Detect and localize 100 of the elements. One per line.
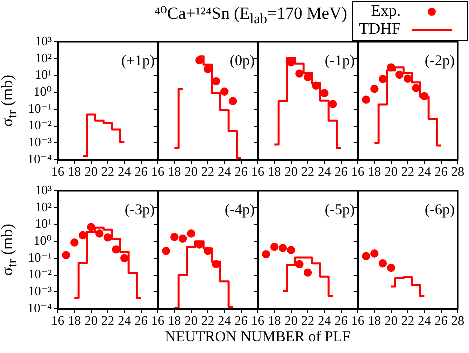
point [362, 252, 370, 261]
x-tick-label: 18 [68, 313, 82, 328]
y-tick-label: 10³ [35, 182, 52, 198]
point [404, 74, 412, 83]
y-tick-label: 10⁻¹ [28, 250, 52, 265]
annotation: (-3p) [125, 202, 155, 218]
x-tick-label: 20 [284, 313, 298, 328]
legend-label: Exp. [370, 3, 401, 21]
y-tick-label: 10⁻⁴ [28, 151, 52, 166]
point [196, 56, 204, 65]
legend-label: TDHF [358, 21, 401, 39]
x-tick-label: 20 [184, 164, 198, 180]
point [112, 246, 120, 254]
annotation: (-6p) [425, 202, 455, 218]
y-tick-label: 10³ [35, 33, 52, 48]
x-tick-label: 18 [368, 313, 382, 328]
x-tick-label: 26 [234, 164, 248, 180]
x-tick-label: 16 [52, 313, 65, 328]
annotation: (+1p) [122, 53, 155, 70]
x-tick-label: 18 [68, 164, 82, 180]
point [228, 97, 238, 106]
x-tick-label: 20 [284, 164, 298, 180]
point [328, 100, 338, 108]
y-tick-label: 10⁰ [34, 84, 52, 99]
point [187, 230, 196, 238]
x-tick-label: 22 [202, 164, 214, 180]
point [120, 254, 129, 263]
x-tick-label: 24 [418, 313, 432, 328]
x-tick-label: 20 [384, 313, 398, 328]
x-tick-label: 24 [218, 313, 232, 328]
chart-title: ⁴⁰Ca+¹²⁴Sn (E$_{lab}$=170 MeV) [154, 4, 348, 28]
x-tick-label: 16 [352, 164, 365, 180]
x-tick-label: 22 [302, 313, 314, 328]
point [212, 260, 220, 269]
x-tick-label: 22 [102, 164, 114, 180]
point [378, 75, 388, 84]
y-tick-label: 10² [35, 199, 52, 214]
point [196, 240, 204, 249]
x-tick-label: 20 [184, 313, 198, 328]
point [104, 234, 112, 242]
x-tick-label: 28 [452, 313, 464, 328]
x-tick-label: 22 [402, 164, 414, 180]
x-tick-label: 18 [268, 164, 282, 180]
point [387, 264, 396, 272]
x-tick-label: 20 [84, 164, 98, 180]
x-tick-label: 26 [234, 313, 248, 328]
y-tick-label: 10⁰ [34, 232, 52, 248]
point [362, 96, 370, 104]
x-tick-label: 20 [84, 313, 98, 328]
x-tick-label: 26 [434, 313, 448, 328]
point [312, 82, 320, 90]
point [320, 89, 329, 98]
point [87, 223, 96, 232]
point [204, 247, 212, 256]
x-tick-label: 22 [202, 313, 214, 328]
x-tick-label: 18 [168, 313, 182, 328]
y-tick-label: 10⁻¹ [28, 100, 52, 116]
x-tick-label: 18 [268, 313, 282, 328]
x-tick-label: 22 [402, 313, 414, 328]
point [396, 70, 404, 80]
x-tick-label: 28 [452, 164, 464, 180]
x-tick-label: 26 [334, 313, 348, 328]
y-tick-label: 10⁻³ [28, 284, 52, 299]
x-tick-label: 26 [334, 164, 348, 180]
x-axis-title: NEUTRON NUMBER of PLF [165, 330, 351, 346]
x-tick-label: 22 [102, 313, 114, 328]
point [287, 58, 296, 67]
x-tick-label: 26 [134, 164, 148, 180]
point [387, 64, 396, 72]
y-tick-label: 10⁻² [28, 118, 52, 133]
x-tick-label: 24 [418, 164, 432, 180]
x-tick-label: 26 [434, 164, 448, 180]
point [96, 230, 104, 238]
point [378, 260, 388, 268]
point [178, 234, 188, 243]
annotation: (-2p) [425, 53, 455, 70]
annotation: (0p) [230, 53, 255, 70]
point [296, 70, 304, 78]
x-tick-label: 22 [302, 164, 314, 180]
x-tick-label: 16 [352, 313, 365, 328]
point [262, 250, 270, 259]
y-tick-label: 10⁻² [28, 266, 52, 282]
point [70, 238, 79, 247]
annotation: (-5p) [325, 202, 355, 218]
point [278, 244, 288, 252]
point [204, 65, 212, 74]
x-tick-label: 16 [152, 313, 165, 328]
point [78, 231, 88, 240]
point [304, 268, 312, 277]
x-tick-label: 24 [318, 164, 332, 180]
point [220, 88, 229, 96]
point [370, 85, 379, 94]
point [162, 247, 170, 256]
point [420, 92, 429, 101]
x-tick-label: 18 [168, 164, 182, 180]
annotation: (-4p) [225, 202, 255, 218]
point [304, 73, 312, 82]
point [170, 233, 179, 242]
x-tick-label: 24 [118, 164, 132, 180]
point [296, 260, 304, 269]
